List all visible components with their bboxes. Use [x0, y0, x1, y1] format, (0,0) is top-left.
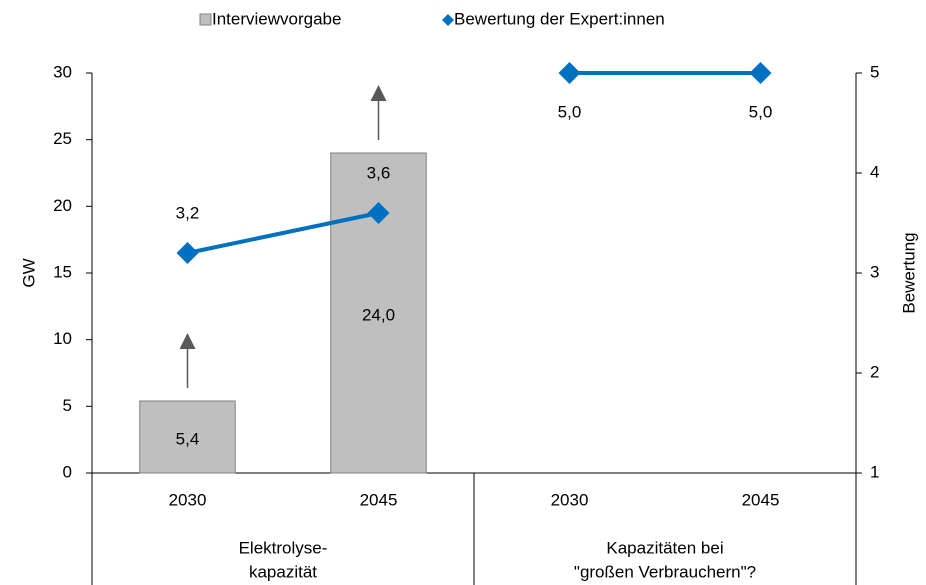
- line-value-label: 5,0: [749, 102, 773, 121]
- bar-value-label: 24,0: [362, 305, 395, 324]
- line-value-label: 3,2: [176, 203, 200, 222]
- y-tick-label: 5: [63, 396, 72, 415]
- group-label: kapazität: [249, 562, 317, 581]
- group-label: Elektrolyse-: [239, 538, 328, 557]
- line: [187, 211, 379, 255]
- arrow-head: [370, 85, 387, 101]
- marker: [749, 62, 772, 84]
- x-tick-label: 2030: [169, 490, 207, 509]
- y2-tick-label: 2: [870, 362, 879, 381]
- legend-label: Bewertung der Expert:innen: [454, 9, 665, 28]
- line-value-label: 3,6: [367, 163, 391, 182]
- legend-swatch: [199, 13, 212, 26]
- y2-tick-label: 4: [870, 162, 879, 181]
- line-value-label: 5,0: [558, 102, 582, 121]
- marker: [558, 62, 581, 84]
- y-tick-label: 15: [53, 262, 72, 281]
- y2-tick-label: 3: [870, 262, 879, 281]
- y-tick-label: 25: [53, 129, 72, 148]
- arrow-head: [179, 333, 196, 349]
- y2-axis-label: Bewertung: [899, 232, 918, 313]
- x-tick-label: 2045: [742, 490, 780, 509]
- y2-tick-label: 1: [870, 462, 879, 481]
- y-tick-label: 0: [63, 462, 72, 481]
- y2-tick-label: 5: [870, 62, 879, 81]
- x-tick-label: 2030: [551, 490, 589, 509]
- y-tick-label: 30: [53, 62, 72, 81]
- legend-swatch: [442, 14, 454, 26]
- y-tick-label: 10: [53, 329, 72, 348]
- bar: [139, 400, 236, 474]
- group-label: "großen Verbrauchern"?: [574, 562, 756, 581]
- group-label: Kapazitäten bei: [606, 538, 723, 557]
- bar-value-label: 5,4: [176, 429, 200, 448]
- marker: [176, 242, 199, 264]
- x-tick-label: 2045: [360, 490, 398, 509]
- y-tick-label: 20: [53, 196, 72, 215]
- y-axis-label: GW: [19, 258, 38, 287]
- legend-label: Interviewvorgabe: [212, 9, 341, 28]
- marker: [367, 202, 390, 224]
